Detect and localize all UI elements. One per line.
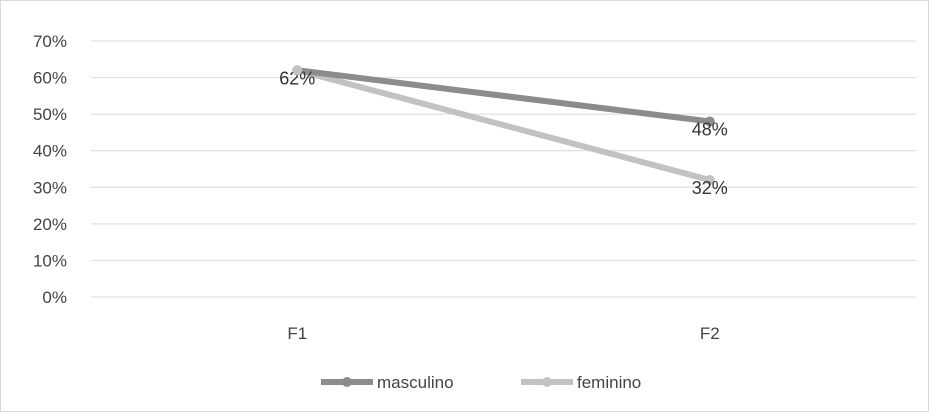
legend-label-masculino: masculino <box>377 373 454 392</box>
data-point-feminino-1 <box>704 174 715 185</box>
data-point-masculino-1 <box>704 116 715 127</box>
legend-key-marker-masculino <box>342 377 352 387</box>
legend-key-marker-feminino <box>542 377 552 387</box>
y-tick-label-3: 30% <box>33 178 67 197</box>
data-label-masculino-0: 62% <box>279 68 315 88</box>
y-tick-label-7: 70% <box>33 32 67 51</box>
y-tick-label-4: 40% <box>33 142 67 161</box>
x-tick-label-1: F2 <box>700 324 720 343</box>
y-tick-label-6: 60% <box>33 69 67 88</box>
data-label-masculino-1: 48% <box>692 119 728 139</box>
data-label-feminino-1: 32% <box>692 178 728 198</box>
y-tick-label-1: 10% <box>33 251 67 270</box>
series-line-feminino <box>294 67 713 183</box>
data-point-feminino-0 <box>292 65 303 76</box>
y-tick-label-2: 20% <box>33 215 67 234</box>
y-tick-label-5: 50% <box>33 105 67 124</box>
series-line-masculino <box>294 67 713 125</box>
x-tick-label-0: F1 <box>287 324 307 343</box>
legend-label-feminino: feminino <box>577 373 641 392</box>
y-tick-label-0: 0% <box>42 288 67 307</box>
